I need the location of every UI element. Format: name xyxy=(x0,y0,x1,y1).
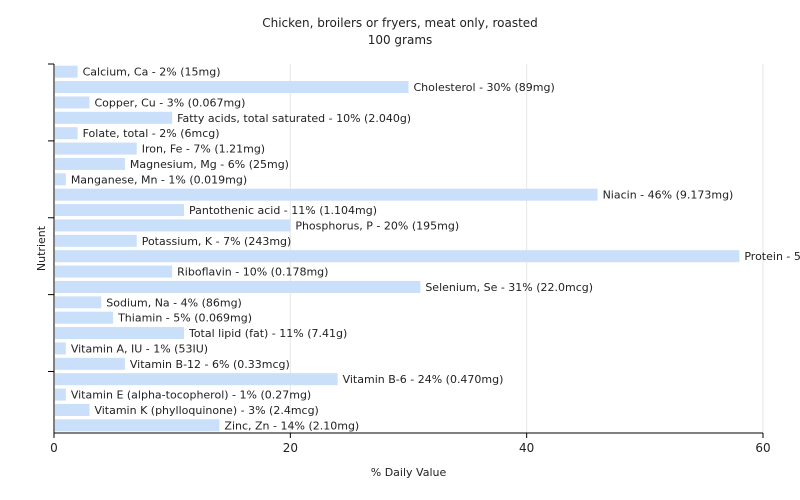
bar xyxy=(55,188,598,201)
bar xyxy=(55,204,184,217)
bar-data-label: Zinc, Zn - 14% (2.10mg) xyxy=(224,419,359,432)
bar xyxy=(55,265,173,278)
bar xyxy=(55,373,338,386)
bar xyxy=(55,388,66,401)
bar-data-label: Manganese, Mn - 1% (0.019mg) xyxy=(71,173,247,186)
bar xyxy=(55,327,184,340)
bar-data-label: Vitamin B-6 - 24% (0.470mg) xyxy=(343,373,504,386)
bar-data-label: Magnesium, Mg - 6% (25mg) xyxy=(130,158,289,171)
bar xyxy=(55,357,125,370)
bar-data-label: Cholesterol - 30% (89mg) xyxy=(414,81,555,94)
x-tick-label: 60 xyxy=(755,441,770,455)
bar xyxy=(55,219,291,232)
bar xyxy=(55,234,137,247)
x-tick-label: 0 xyxy=(50,441,58,455)
bar-data-label: Vitamin B-12 - 6% (0.33mcg) xyxy=(130,358,290,371)
bar xyxy=(55,111,173,124)
bar-data-label: Vitamin K (phylloquinone) - 3% (2.4mcg) xyxy=(94,404,318,417)
bar xyxy=(55,280,421,293)
bar-data-label: Thiamin - 5% (0.069mg) xyxy=(117,312,252,325)
bar-data-label: Fatty acids, total saturated - 10% (2.04… xyxy=(177,112,411,125)
bar-data-label: Vitamin E (alpha-tocopherol) - 1% (0.27m… xyxy=(71,389,311,402)
bar-data-label: Sodium, Na - 4% (86mg) xyxy=(106,296,242,309)
bar-data-label: Copper, Cu - 3% (0.067mg) xyxy=(94,96,245,109)
bar-data-label: Vitamin A, IU - 1% (53IU) xyxy=(71,342,208,355)
bar xyxy=(55,311,114,324)
bar-data-label: Calcium, Ca - 2% (15mg) xyxy=(83,66,221,79)
bar xyxy=(55,127,78,140)
bar-data-label: Potassium, K - 7% (243mg) xyxy=(142,235,292,248)
x-axis-label: % Daily Value xyxy=(371,466,447,479)
bar xyxy=(55,342,66,355)
bar xyxy=(55,296,102,309)
y-axis-label: Nutrient xyxy=(35,225,48,271)
chart-title: Chicken, broilers or fryers, meat only, … xyxy=(262,16,538,30)
bar xyxy=(55,403,90,416)
bar-data-label: Total lipid (fat) - 11% (7.41g) xyxy=(188,327,347,340)
bar xyxy=(55,250,740,263)
x-tick-label: 20 xyxy=(283,441,298,455)
bar xyxy=(55,173,66,186)
bar-data-label: Phosphorus, P - 20% (195mg) xyxy=(295,219,459,232)
bar xyxy=(55,419,220,432)
bar-data-label: Riboflavin - 10% (0.178mg) xyxy=(177,266,328,279)
bar-data-label: Folate, total - 2% (6mcg) xyxy=(83,127,220,140)
bar xyxy=(55,142,137,155)
x-tick-label: 40 xyxy=(519,441,534,455)
bar xyxy=(55,65,78,78)
bar xyxy=(55,96,90,109)
bar-data-label: Pantothenic acid - 11% (1.104mg) xyxy=(189,204,377,217)
bar-data-label: Protein - 58% (28.93g) xyxy=(744,250,800,263)
bar-data-label: Selenium, Se - 31% (22.0mcg) xyxy=(425,281,593,294)
bar xyxy=(55,81,409,94)
bar-data-label: Iron, Fe - 7% (1.21mg) xyxy=(142,143,265,156)
bar xyxy=(55,157,125,170)
chart-subtitle: 100 grams xyxy=(367,33,433,47)
bar-data-label: Niacin - 46% (9.173mg) xyxy=(603,189,734,202)
